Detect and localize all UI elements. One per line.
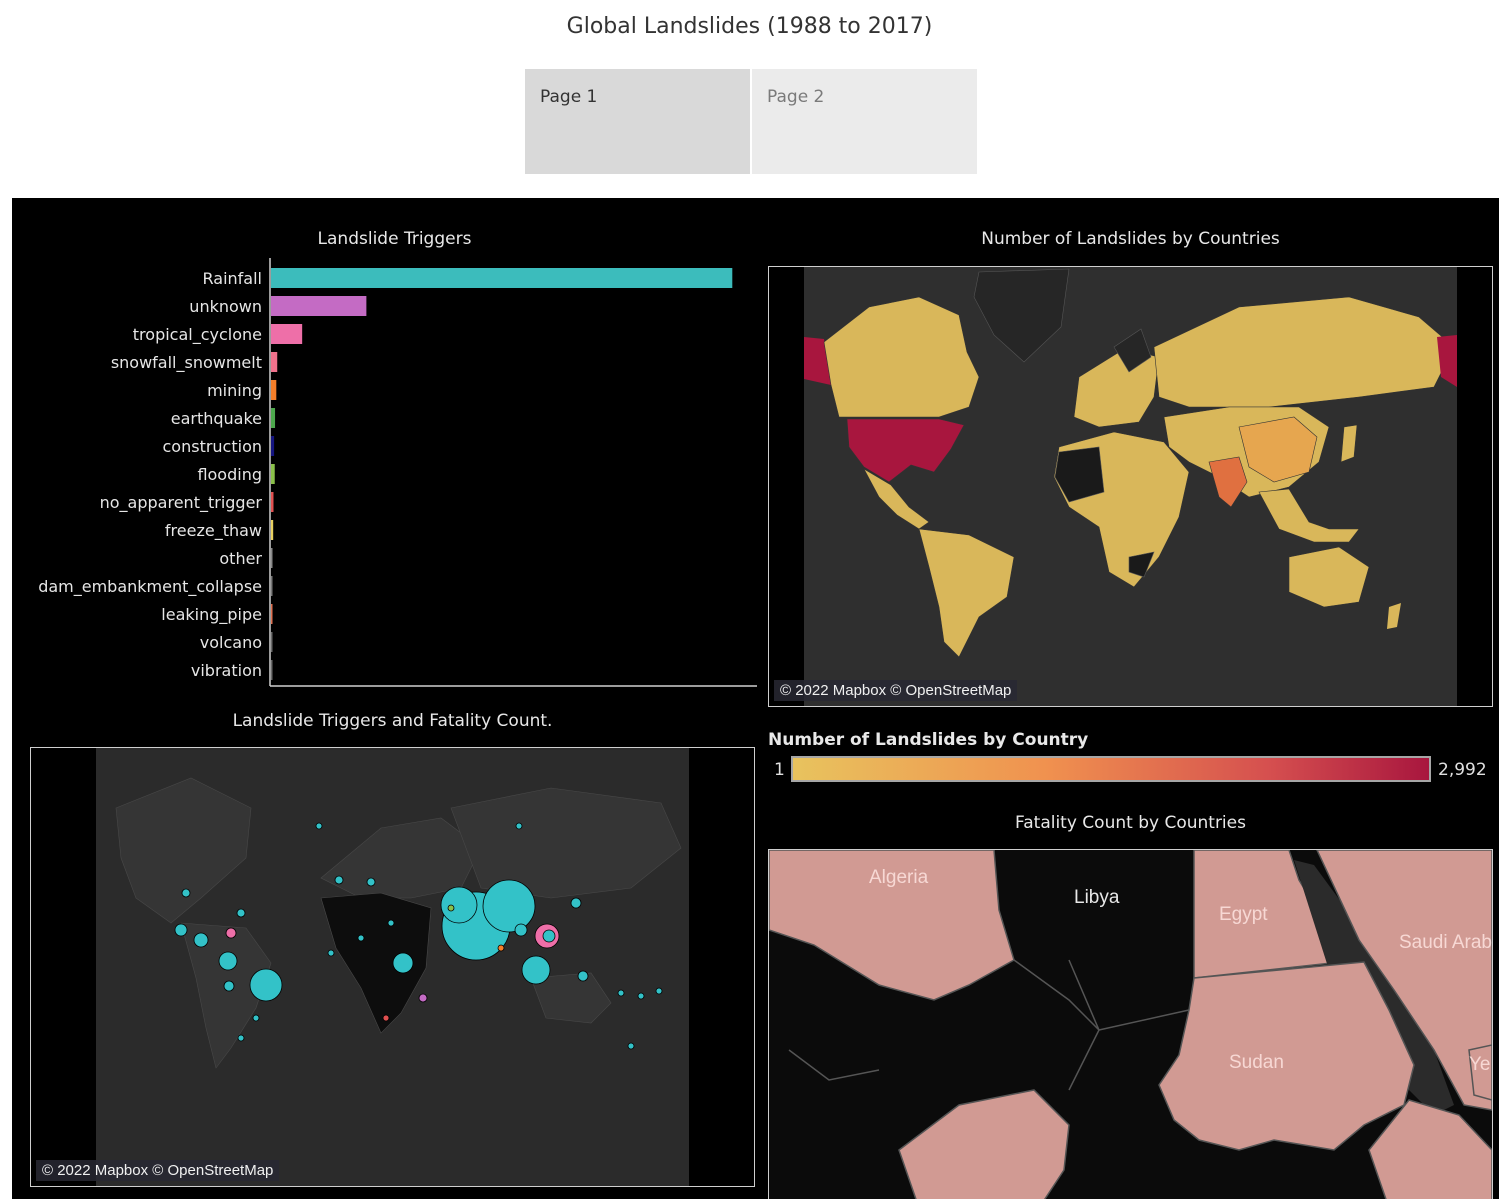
tick-label-Rainfall: Rainfall xyxy=(203,269,262,288)
label-yemen: Ye xyxy=(1469,1054,1491,1075)
nigeria-shape xyxy=(898,1089,1070,1199)
bar-no-apparent-trigger[interactable] xyxy=(271,492,274,512)
legend-title: Number of Landslides by Country xyxy=(768,730,1089,750)
tick-label-no-apparent-trigger: no_apparent_trigger xyxy=(100,493,263,513)
bar-volcano[interactable] xyxy=(271,632,273,652)
tab-page-2[interactable]: Page 2 xyxy=(752,69,977,174)
bar-mining[interactable] xyxy=(271,380,277,400)
africa-shape xyxy=(320,892,432,1034)
label-saudi-arabia: Saudi Arabi xyxy=(1399,932,1492,953)
bar-freeze-thaw[interactable] xyxy=(271,520,274,540)
tick-label-unknown: unknown xyxy=(189,297,262,316)
fatality-map-title: Landslide Triggers and Fatality Count. xyxy=(232,711,553,731)
australia-shape xyxy=(1288,546,1370,608)
legend-gradient xyxy=(791,756,1431,782)
bar-tropical-cyclone[interactable] xyxy=(271,324,303,344)
label-algeria: Algeria xyxy=(869,867,929,888)
legend-max: 2,992 xyxy=(1438,760,1487,780)
fatality-country-title: Fatality Count by Countries xyxy=(1015,813,1246,833)
bubble-brazil xyxy=(249,968,283,1002)
dashboard: Landslide Triggers Rainfall unknown tropic… xyxy=(12,198,1499,1199)
country-map-title: Number of Landslides by Countries xyxy=(981,229,1280,249)
alaska-shape xyxy=(804,337,831,385)
legend-min: 1 xyxy=(774,760,785,780)
tick-label-flooding: flooding xyxy=(197,465,262,484)
fatality-bubble-map[interactable]: © 2022 Mapbox © OpenStreetMap xyxy=(30,747,755,1187)
bar-dam-embankment-collapse[interactable] xyxy=(271,576,273,596)
bar-unknown[interactable] xyxy=(271,296,367,316)
bar-vibration[interactable] xyxy=(271,660,273,680)
south-america-shape xyxy=(918,528,1015,658)
triggers-title: Landslide Triggers xyxy=(317,229,472,249)
tick-label-vibration: vibration xyxy=(191,661,262,680)
tick-label-dam-embankment-collapse: dam_embankment_collapse xyxy=(38,577,262,597)
north-america-shape xyxy=(115,777,252,924)
label-sudan: Sudan xyxy=(1229,1052,1284,1073)
map-attribution[interactable]: © 2022 Mapbox © OpenStreetMap xyxy=(774,680,1018,701)
label-libya: Libya xyxy=(1074,887,1120,908)
mexico-shape xyxy=(863,468,930,530)
india-shape xyxy=(1208,456,1248,508)
bubble-china xyxy=(482,879,536,933)
south-america-shape xyxy=(180,922,272,1069)
tick-label-tropical-cyclone: tropical_cyclone xyxy=(133,325,262,345)
bar-snowfall-snowmelt[interactable] xyxy=(271,352,278,372)
country-map[interactable]: © 2022 Mapbox © OpenStreetMap xyxy=(768,266,1493,707)
tick-label-volcano: volcano xyxy=(200,633,262,652)
trigger-bar-chart[interactable]: Rainfall unknown tropical_cyclone snowfall_… xyxy=(12,258,762,688)
saudi-shape xyxy=(1316,850,1492,1111)
algeria-shape xyxy=(769,850,1015,1001)
russia-shape xyxy=(1153,296,1455,408)
tick-label-leaking-pipe: leaking_pipe xyxy=(161,605,262,625)
tick-label-other: other xyxy=(219,549,262,568)
bar-leaking-pipe[interactable] xyxy=(271,604,273,624)
tick-label-construction: construction xyxy=(163,437,263,456)
bar-earthquake[interactable] xyxy=(271,408,276,428)
tick-label-freeze-thaw: freeze_thaw xyxy=(165,521,262,541)
label-egypt: Egypt xyxy=(1219,904,1268,925)
usa-shape xyxy=(846,418,965,483)
bubble-east-africa xyxy=(392,952,414,974)
canada-shape xyxy=(823,296,980,418)
map-attribution[interactable]: © 2022 Mapbox © OpenStreetMap xyxy=(36,1160,280,1181)
tick-label-earthquake: earthquake xyxy=(171,409,262,428)
greenland-shape xyxy=(973,268,1070,363)
bubble-colombia xyxy=(218,951,238,971)
china-shape xyxy=(1238,416,1318,483)
bar-other[interactable] xyxy=(271,548,273,568)
bar-Rainfall[interactable] xyxy=(271,268,733,288)
page-title: Global Landslides (1988 to 2017) xyxy=(566,14,933,39)
bar-construction[interactable] xyxy=(271,436,275,456)
bar-flooding[interactable] xyxy=(271,464,275,484)
tab-page-1[interactable]: Page 1 xyxy=(525,69,750,174)
tick-label-snowfall-snowmelt: snowfall_snowmelt xyxy=(111,353,262,373)
se-asia-shape xyxy=(1258,488,1360,543)
tick-label-mining: mining xyxy=(207,381,262,400)
bubble-indonesia xyxy=(521,955,551,985)
bubble-pakistan xyxy=(440,886,478,924)
fatality-country-map[interactable]: Algeria Libya Egypt Saudi Arabi Sudan Ye xyxy=(768,849,1493,1199)
sudan-shape xyxy=(1158,961,1415,1151)
